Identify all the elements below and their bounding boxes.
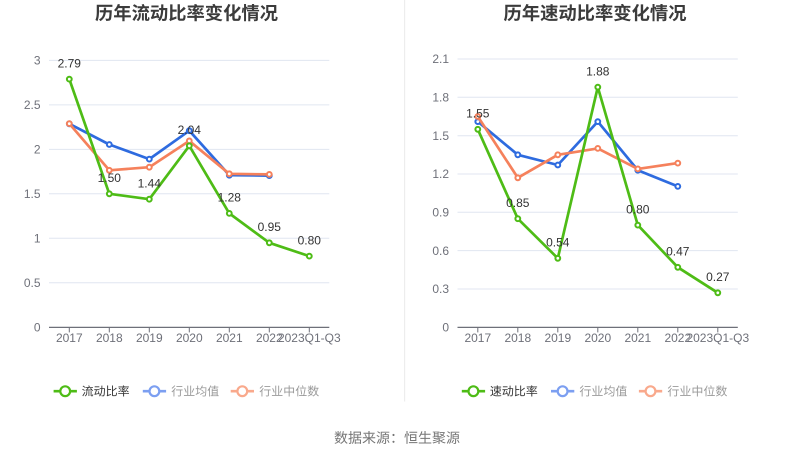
svg-text:0.80: 0.80 xyxy=(298,233,322,247)
svg-text:2018: 2018 xyxy=(96,331,123,345)
svg-text:0.47: 0.47 xyxy=(666,245,690,259)
svg-text:2.04: 2.04 xyxy=(178,123,202,137)
svg-text:0.27: 0.27 xyxy=(706,270,730,284)
svg-text:2.5: 2.5 xyxy=(24,98,41,112)
svg-text:1.88: 1.88 xyxy=(586,64,610,78)
svg-text:1.44: 1.44 xyxy=(138,176,162,190)
svg-text:2.1: 2.1 xyxy=(432,52,449,66)
svg-text:2020: 2020 xyxy=(176,331,203,345)
svg-text:0.9: 0.9 xyxy=(432,206,449,220)
svg-text:2023Q1-Q3: 2023Q1-Q3 xyxy=(686,331,749,345)
svg-text:0.85: 0.85 xyxy=(506,196,530,210)
svg-text:2019: 2019 xyxy=(136,331,163,345)
svg-text:2017: 2017 xyxy=(56,331,83,345)
svg-text:1.5: 1.5 xyxy=(24,187,41,201)
svg-text:1.55: 1.55 xyxy=(466,107,490,121)
svg-text:1: 1 xyxy=(34,232,41,246)
svg-text:0.3: 0.3 xyxy=(432,282,449,296)
svg-text:0: 0 xyxy=(34,321,41,335)
svg-text:2019: 2019 xyxy=(544,331,571,345)
svg-text:2.79: 2.79 xyxy=(58,56,82,70)
svg-text:2021: 2021 xyxy=(216,331,243,345)
svg-text:2022: 2022 xyxy=(256,331,283,345)
svg-text:1.2: 1.2 xyxy=(432,167,449,181)
svg-text:0.54: 0.54 xyxy=(546,236,570,250)
svg-text:1.28: 1.28 xyxy=(218,191,242,205)
svg-text:1.50: 1.50 xyxy=(98,171,122,185)
svg-text:2022: 2022 xyxy=(664,331,691,345)
svg-text:1.5: 1.5 xyxy=(432,129,449,143)
svg-text:2017: 2017 xyxy=(464,331,491,345)
svg-text:2018: 2018 xyxy=(504,331,531,345)
svg-text:2020: 2020 xyxy=(584,331,611,345)
svg-text:0.5: 0.5 xyxy=(24,276,41,290)
svg-text:2: 2 xyxy=(34,143,41,157)
svg-text:3: 3 xyxy=(34,54,41,68)
svg-text:2021: 2021 xyxy=(624,331,651,345)
svg-text:0.6: 0.6 xyxy=(432,244,449,258)
svg-text:0.80: 0.80 xyxy=(626,202,650,216)
svg-text:2023Q1-Q3: 2023Q1-Q3 xyxy=(278,331,341,345)
svg-text:1.8: 1.8 xyxy=(432,91,449,105)
svg-text:0: 0 xyxy=(442,321,449,335)
svg-text:0.95: 0.95 xyxy=(258,220,282,234)
